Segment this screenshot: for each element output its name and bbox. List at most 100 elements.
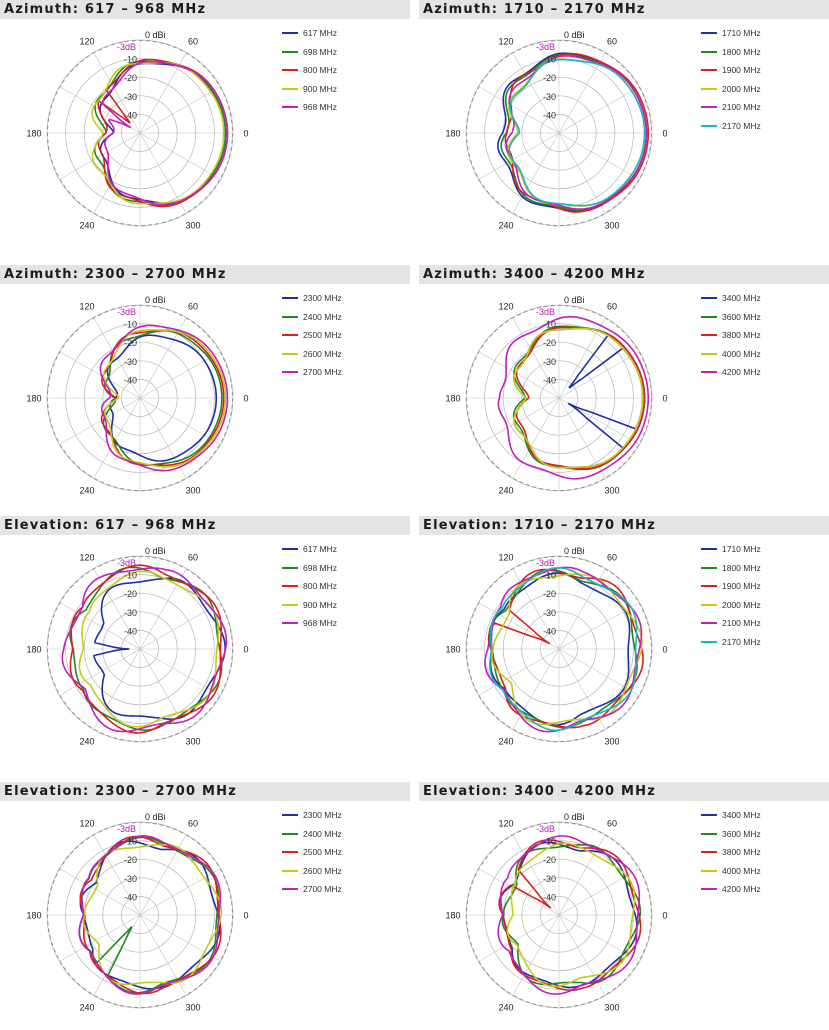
angle-label: 240 bbox=[498, 1002, 513, 1012]
legend-swatch bbox=[701, 814, 717, 817]
chart-title: Elevation: 617 – 968 MHz bbox=[0, 516, 410, 535]
angle-label: 60 bbox=[188, 302, 198, 312]
zero-dbi-label: 0 dBi bbox=[145, 546, 166, 556]
legend-item: 3800 MHz bbox=[701, 326, 761, 345]
legend-swatch bbox=[282, 548, 298, 551]
series-curve-6 bbox=[508, 58, 646, 207]
legend-item: 2600 MHz bbox=[282, 862, 342, 881]
legend-item: 617 MHz bbox=[282, 540, 337, 559]
legend-item: 2300 MHz bbox=[282, 806, 342, 825]
grid-spoke bbox=[558, 52, 606, 134]
grid-spoke bbox=[139, 648, 221, 696]
legend-swatch bbox=[701, 851, 717, 854]
grid-spoke bbox=[558, 351, 640, 399]
legend-item: 1900 MHz bbox=[701, 61, 761, 80]
polar-plot: -10 -20 -30 -40 0 dBi -3dB 0 60 120 180 240 300 bbox=[445, 295, 667, 495]
angle-label: 240 bbox=[79, 485, 94, 495]
legend-swatch bbox=[701, 315, 717, 318]
grid-spoke bbox=[59, 351, 141, 399]
chart-title: Azimuth: 617 – 968 MHz bbox=[0, 0, 410, 19]
angle-label: 60 bbox=[607, 553, 617, 563]
ring-label: -20 bbox=[543, 338, 556, 348]
series-curve-4 bbox=[513, 327, 644, 469]
grid-spoke bbox=[478, 86, 560, 134]
angle-label: 120 bbox=[498, 553, 513, 563]
ring-label: -30 bbox=[124, 357, 137, 367]
legend-swatch bbox=[282, 585, 298, 588]
legend-item: 1800 MHz bbox=[701, 43, 761, 62]
angle-label: 120 bbox=[498, 302, 513, 312]
grid-spoke bbox=[93, 568, 141, 650]
grid-spoke bbox=[558, 86, 640, 134]
series-curve-3 bbox=[69, 564, 222, 734]
zero-dbi-label: 0 dBi bbox=[564, 812, 585, 822]
legend-label: 3800 MHz bbox=[722, 330, 761, 341]
legend-swatch bbox=[282, 315, 298, 318]
grid-spoke bbox=[512, 317, 560, 399]
grid-spoke bbox=[512, 132, 560, 214]
angle-label: 60 bbox=[607, 819, 617, 829]
legend-item: 800 MHz bbox=[282, 61, 337, 80]
grid-spoke bbox=[558, 602, 640, 650]
legend-item: 968 MHz bbox=[282, 614, 337, 633]
ring-label: -40 bbox=[543, 110, 556, 120]
angle-label: 300 bbox=[185, 736, 200, 746]
angle-label: 0 bbox=[662, 645, 667, 655]
legend-item: 2100 MHz bbox=[701, 98, 761, 117]
legend-swatch bbox=[701, 371, 717, 374]
angle-label: 180 bbox=[445, 911, 460, 921]
legend-item: 2000 MHz bbox=[701, 80, 761, 99]
polar-plot: -10 -20 -30 -40 0 dBi -3dB 0 60 120 180 240 300 bbox=[445, 546, 667, 746]
legend-swatch bbox=[701, 869, 717, 872]
minus-3db-label: -3dB bbox=[536, 558, 555, 568]
ring-label: -40 bbox=[124, 110, 137, 120]
grid-spoke bbox=[93, 834, 141, 916]
chart-title: Elevation: 2300 – 2700 MHz bbox=[0, 782, 410, 801]
grid-spoke bbox=[139, 351, 221, 399]
series-curve-5 bbox=[99, 324, 229, 472]
legend-swatch bbox=[282, 888, 298, 891]
angle-label: 0 bbox=[662, 394, 667, 404]
grid-spoke bbox=[93, 914, 141, 996]
grid-spoke bbox=[93, 648, 141, 730]
legend-label: 800 MHz bbox=[303, 581, 338, 592]
angle-label: 180 bbox=[26, 129, 41, 139]
legend-swatch bbox=[701, 87, 717, 90]
grid-spoke bbox=[478, 132, 560, 180]
legend: 1710 MHz 1800 MHz 1900 MHz 2000 MHz 2100 MHz… bbox=[701, 24, 761, 135]
polar-plot: -10 -20 -30 -40 0 dBi -3dB 0 60 120 180 240 300 bbox=[445, 812, 667, 1012]
legend-label: 2500 MHz bbox=[303, 330, 342, 341]
legend-label: 2000 MHz bbox=[722, 83, 761, 94]
legend-item: 617 MHz bbox=[282, 24, 337, 43]
ring-label: -30 bbox=[543, 874, 556, 884]
series-curve-3 bbox=[504, 52, 650, 213]
zero-dbi-label: 0 dBi bbox=[564, 295, 585, 305]
legend-swatch bbox=[701, 69, 717, 72]
legend-item: 2000 MHz bbox=[701, 596, 761, 615]
legend-item: 698 MHz bbox=[282, 559, 337, 578]
legend-label: 2300 MHz bbox=[303, 293, 342, 304]
grid-spoke bbox=[558, 568, 606, 650]
grid-spoke bbox=[478, 914, 560, 962]
legend-swatch bbox=[282, 566, 298, 569]
legend-item: 3800 MHz bbox=[701, 843, 761, 862]
legend-label: 698 MHz bbox=[303, 46, 338, 57]
legend-item: 2500 MHz bbox=[282, 326, 342, 345]
grid-spoke bbox=[139, 86, 221, 134]
legend-label: 2700 MHz bbox=[303, 367, 342, 378]
legend-swatch bbox=[282, 814, 298, 817]
legend-label: 4200 MHz bbox=[722, 884, 761, 895]
angle-label: 0 bbox=[243, 911, 248, 921]
grid-spoke bbox=[139, 132, 221, 180]
minus-3db-label: -3dB bbox=[117, 42, 136, 52]
angle-label: 240 bbox=[79, 220, 94, 230]
legend-label: 698 MHz bbox=[303, 562, 338, 573]
angle-label: 0 bbox=[243, 394, 248, 404]
chart-title: Azimuth: 1710 – 2170 MHz bbox=[419, 0, 829, 19]
ring-label: -10 bbox=[543, 571, 556, 581]
grid-spoke bbox=[59, 914, 141, 962]
legend-item: 2170 MHz bbox=[701, 117, 761, 136]
angle-label: 300 bbox=[185, 1002, 200, 1012]
legend-label: 4000 MHz bbox=[722, 348, 761, 359]
legend-swatch bbox=[701, 566, 717, 569]
